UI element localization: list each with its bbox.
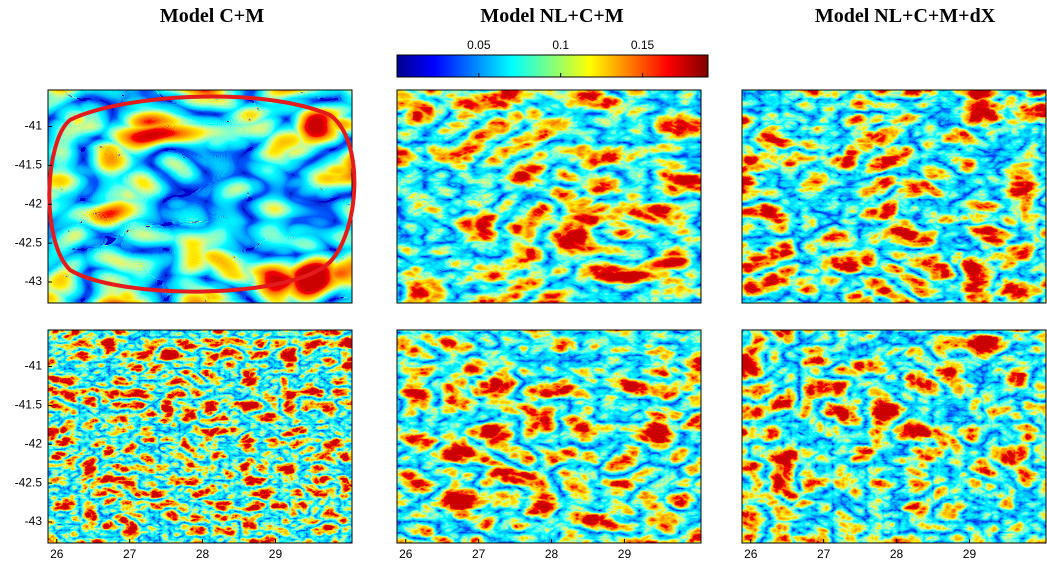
x-tick-label: 26 (399, 547, 413, 561)
colorbar-tick-label: 0.05 (467, 38, 491, 52)
x-tick-label: 28 (890, 547, 904, 561)
heatmap-panel (48, 90, 352, 303)
colorbar (396, 54, 709, 78)
column-title: Model NL+C+M (480, 5, 623, 27)
heatmap-panel (397, 330, 701, 543)
y-tick-label: -42 (25, 196, 43, 210)
colorbar-tick-label: 0.1 (552, 38, 569, 52)
x-tick-label: 29 (963, 547, 977, 561)
x-tick-label: 26 (744, 547, 758, 561)
colorbar-tick-label: 0.15 (631, 38, 655, 52)
y-tick-label: -41 (25, 119, 43, 133)
x-tick-label: 27 (472, 547, 486, 561)
y-tick-label: -43 (25, 514, 43, 528)
x-tick-label: 29 (618, 547, 632, 561)
x-tick-label: 29 (269, 547, 283, 561)
y-tick-label: -41.5 (15, 398, 43, 412)
column-title: Model NL+C+M+dX (815, 5, 996, 27)
y-tick-label: -41.5 (15, 158, 43, 172)
x-tick-label: 27 (123, 547, 137, 561)
y-tick-label: -42.5 (15, 235, 43, 249)
x-tick-label: 28 (545, 547, 559, 561)
column-title: Model C+M (160, 5, 264, 27)
red-contour (47, 94, 357, 294)
x-tick-label: 26 (50, 547, 64, 561)
panel-frame (741, 89, 1047, 304)
x-tick-label: 28 (196, 547, 210, 561)
panel-frame (396, 329, 702, 544)
y-tick-label: -43 (25, 274, 43, 288)
panel-frame (47, 329, 353, 544)
panel-frame (741, 329, 1047, 544)
heatmap-panel (48, 330, 352, 543)
x-tick-label: 27 (817, 547, 831, 561)
panel-frame (396, 89, 702, 304)
heatmap-panel (742, 330, 1046, 543)
heatmap-panel (397, 90, 701, 303)
heatmap-panel (742, 90, 1046, 303)
y-tick-label: -42 (25, 436, 43, 450)
y-tick-label: -41 (25, 359, 43, 373)
y-tick-label: -42.5 (15, 475, 43, 489)
